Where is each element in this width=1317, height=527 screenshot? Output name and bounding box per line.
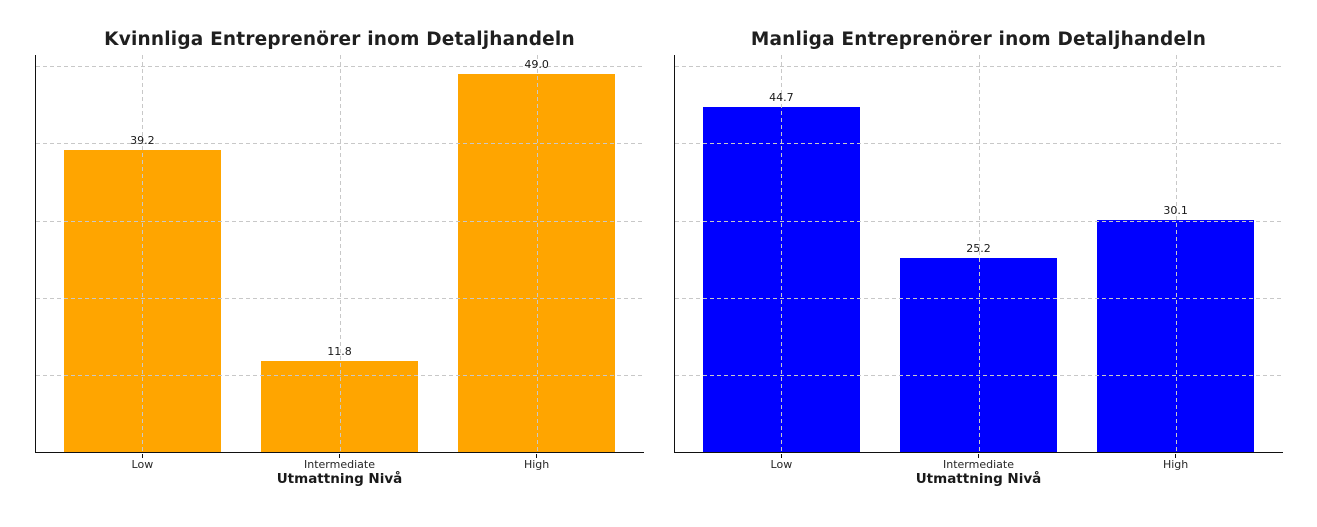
gridline-vertical <box>339 55 341 452</box>
x-tick-label: High <box>523 458 550 471</box>
x-tick <box>978 453 980 458</box>
x-tick <box>536 453 538 458</box>
chart-title: Kvinnliga Entreprenörer inom Detaljhande… <box>104 29 575 50</box>
bar-value-label: 49.0 <box>524 57 549 71</box>
bar-value-label: 44.7 <box>769 91 794 105</box>
x-axis-spine <box>35 452 644 454</box>
gridline-vertical <box>142 55 144 452</box>
x-axis-label: Utmattning Nivå <box>276 471 403 487</box>
x-axis-spine <box>674 452 1283 454</box>
y-axis-spine <box>674 55 676 453</box>
bar-high <box>1096 219 1255 452</box>
bar-value-label: 39.2 <box>130 133 155 147</box>
x-tick-label: Low <box>131 458 154 471</box>
x-tick <box>1175 453 1177 458</box>
x-tick <box>141 453 144 458</box>
plot-area: Low Intermediate High 44.7 25.2 30.1 <box>674 55 1283 471</box>
x-tick-label: Intermediate <box>304 458 375 471</box>
bar-high <box>457 73 616 452</box>
bar-value-label: 11.8 <box>327 344 352 358</box>
x-tick-label: Low <box>770 458 793 471</box>
x-tick <box>339 453 341 458</box>
x-tick-label: Intermediate <box>943 458 1014 471</box>
plot-area: Low Intermediate High 39.2 11.8 49.0 <box>35 55 644 471</box>
y-axis-spine <box>35 55 37 453</box>
x-axis-label: Utmattning Nivå <box>915 471 1042 487</box>
x-tick <box>780 453 783 458</box>
gridline-vertical <box>536 55 538 452</box>
gridline-vertical <box>978 55 980 452</box>
bar-value-label: 30.1 <box>1163 203 1188 217</box>
gridline-vertical <box>781 55 783 452</box>
gridline-vertical <box>1175 55 1177 452</box>
chart-male-entrepreneurs: Manliga Entreprenörer inom Detaljhandeln… <box>674 0 1283 527</box>
chart-female-entrepreneurs: Kvinnliga Entreprenörer inom Detaljhande… <box>35 0 644 527</box>
x-tick-label: High <box>1162 458 1189 471</box>
chart-title: Manliga Entreprenörer inom Detaljhandeln <box>750 29 1207 50</box>
bar-value-label: 25.2 <box>966 241 991 255</box>
